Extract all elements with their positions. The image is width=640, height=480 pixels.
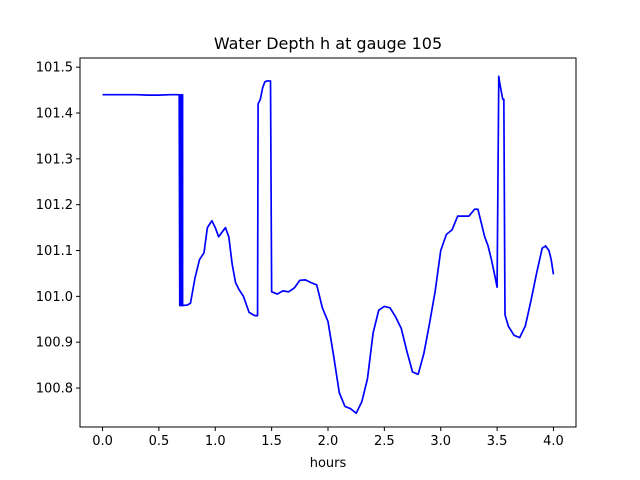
- x-tick-label: 0.0: [92, 434, 113, 449]
- y-tick-label: 101.0: [36, 290, 73, 305]
- x-tick-label: 2.0: [318, 434, 339, 449]
- x-tick-label: 3.5: [487, 434, 508, 449]
- x-tick-label: 4.0: [543, 434, 564, 449]
- axes-frame: [79, 57, 577, 428]
- y-tick-label: 100.9: [36, 336, 73, 351]
- chart-title: Water Depth h at gauge 105: [214, 34, 442, 53]
- y-tick-label: 100.8: [36, 382, 73, 397]
- x-axis-label: hours: [310, 456, 347, 471]
- x-tick-label: 0.5: [149, 434, 170, 449]
- x-tick-label: 3.0: [430, 434, 451, 449]
- x-tick-label: 1.0: [205, 434, 226, 449]
- y-tick-label: 101.4: [36, 107, 73, 122]
- x-tick-label: 2.5: [374, 434, 395, 449]
- x-tick-label: 1.5: [261, 434, 282, 449]
- series-line-0: [102, 75, 555, 415]
- y-tick-label: 101.1: [36, 244, 73, 259]
- y-tick-label: 101.2: [36, 198, 73, 213]
- y-tick-label: 101.5: [36, 61, 73, 76]
- y-tick-label: 101.3: [36, 152, 73, 167]
